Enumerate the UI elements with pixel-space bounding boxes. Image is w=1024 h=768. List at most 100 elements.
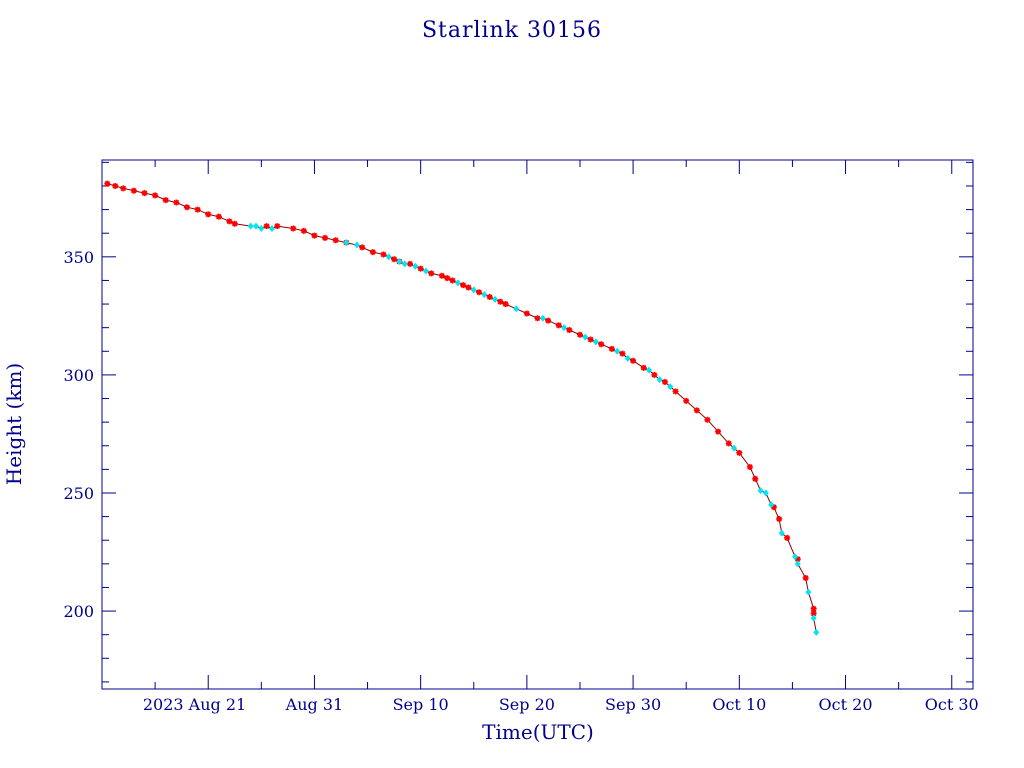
data-point-red — [263, 223, 270, 230]
x-axis: 2023 Aug 21 Aug 31 Sep 10 Sep 20 Sep 30 Oct 1… — [101, 160, 979, 714]
data-point-red — [619, 350, 626, 357]
data-point-red — [130, 187, 137, 194]
x-tick-label: Sep 20 — [499, 695, 555, 714]
data-point-red — [486, 293, 493, 300]
x-tick-label: Sep 10 — [393, 695, 449, 714]
data-point-red — [449, 277, 456, 284]
data-point-red — [810, 610, 817, 617]
data-point-red — [683, 397, 690, 404]
data-point-red — [417, 265, 424, 272]
data-point-cyan — [353, 241, 360, 249]
data-point-red — [555, 322, 562, 329]
data-point-red — [497, 298, 504, 305]
x-tick-label: Aug 31 — [285, 695, 344, 714]
data-point-red — [173, 199, 180, 206]
data-point-cyan — [492, 295, 499, 303]
data-point-cyan — [268, 224, 275, 232]
data-point-cyan — [561, 324, 568, 332]
data-point-cyan — [582, 333, 589, 341]
data-point-red — [300, 227, 307, 234]
data-point-cyan — [396, 258, 403, 266]
data-point-red — [162, 197, 169, 204]
data-point-red — [704, 416, 711, 423]
data-point-red — [141, 190, 148, 197]
data-point-red — [359, 244, 366, 251]
x-tick-label: Oct 10 — [712, 695, 766, 714]
data-point-cyan — [253, 222, 260, 230]
data-point-cyan — [792, 553, 799, 561]
x-tick-label: Oct 20 — [819, 695, 873, 714]
y-axis: 200 250 300 350 — [63, 161, 973, 683]
data-point-cyan — [614, 347, 621, 355]
data-point-red — [152, 192, 159, 199]
x-tick-label: Oct 30 — [925, 695, 979, 714]
data-point-cyan — [592, 338, 599, 346]
plot-frame — [101, 159, 974, 690]
data-point-red — [534, 315, 541, 322]
data-point-cyan — [646, 366, 653, 374]
data-point-red — [112, 182, 119, 189]
data-point-red — [391, 256, 398, 263]
data-point-cyan — [343, 239, 350, 247]
data-point-cyan — [401, 260, 408, 268]
chart-title: Starlink 30156 — [422, 18, 602, 43]
y-tick-label: 200 — [63, 602, 94, 621]
data-point-red — [794, 556, 801, 563]
data-point-red — [672, 388, 679, 395]
data-point-red — [545, 317, 552, 324]
data-point-cyan — [385, 253, 392, 261]
data-point-cyan — [731, 444, 738, 452]
data-point-red — [465, 284, 472, 291]
data-point-red — [332, 237, 339, 244]
data-point-red — [715, 428, 722, 435]
data-point-red — [428, 270, 435, 277]
y-tick-label: 350 — [63, 248, 94, 267]
x-axis-label: Time(UTC) — [482, 720, 594, 744]
data-point-red — [802, 575, 809, 582]
data-point-red — [311, 232, 318, 239]
data-point-cyan — [539, 314, 546, 322]
y-axis-label: Height (km) — [2, 363, 26, 485]
y-tick-label: 250 — [63, 484, 94, 503]
data-point-cyan — [768, 501, 775, 509]
data-point-cyan — [813, 628, 820, 636]
data-point-red — [194, 206, 201, 213]
data-point-red — [438, 272, 445, 279]
data-point-red — [369, 249, 376, 256]
data-point-red — [770, 504, 777, 511]
data-point-cyan — [778, 529, 785, 537]
data-point-cyan — [422, 267, 429, 275]
data-point-red — [608, 345, 615, 352]
data-point-cyan — [667, 383, 674, 391]
data-point-cyan — [513, 305, 520, 313]
data-point-red — [630, 357, 637, 364]
data-point-red — [776, 515, 783, 522]
data-point-red — [444, 275, 451, 282]
data-point-cyan — [805, 588, 812, 596]
data-point-cyan — [810, 614, 817, 622]
y-tick-label: 300 — [63, 366, 94, 385]
x-tick-label: 2023 Aug 21 — [143, 695, 246, 714]
data-point-red — [640, 364, 647, 371]
data-point-red — [661, 378, 668, 385]
data-point-cyan — [762, 489, 769, 497]
data-point-red — [476, 289, 483, 296]
data-point-cyan — [794, 560, 801, 568]
data-point-red — [752, 475, 759, 482]
data-point-red — [598, 341, 605, 348]
data-point-red — [183, 204, 190, 211]
data-point-red — [566, 327, 573, 334]
x-tick-label: Sep 30 — [605, 695, 661, 714]
data-point-red — [651, 371, 658, 378]
data-point-red — [274, 223, 281, 230]
data-point-red — [736, 449, 743, 456]
data-point-red — [104, 180, 111, 187]
data-point-red — [407, 260, 414, 267]
data-point-cyan — [757, 487, 764, 495]
data-point-cyan — [624, 354, 631, 362]
data-point-red — [502, 301, 509, 308]
data-point-red — [784, 534, 791, 541]
data-point-red — [810, 605, 817, 612]
data-point-cyan — [412, 262, 419, 270]
data-point-red — [231, 220, 238, 227]
